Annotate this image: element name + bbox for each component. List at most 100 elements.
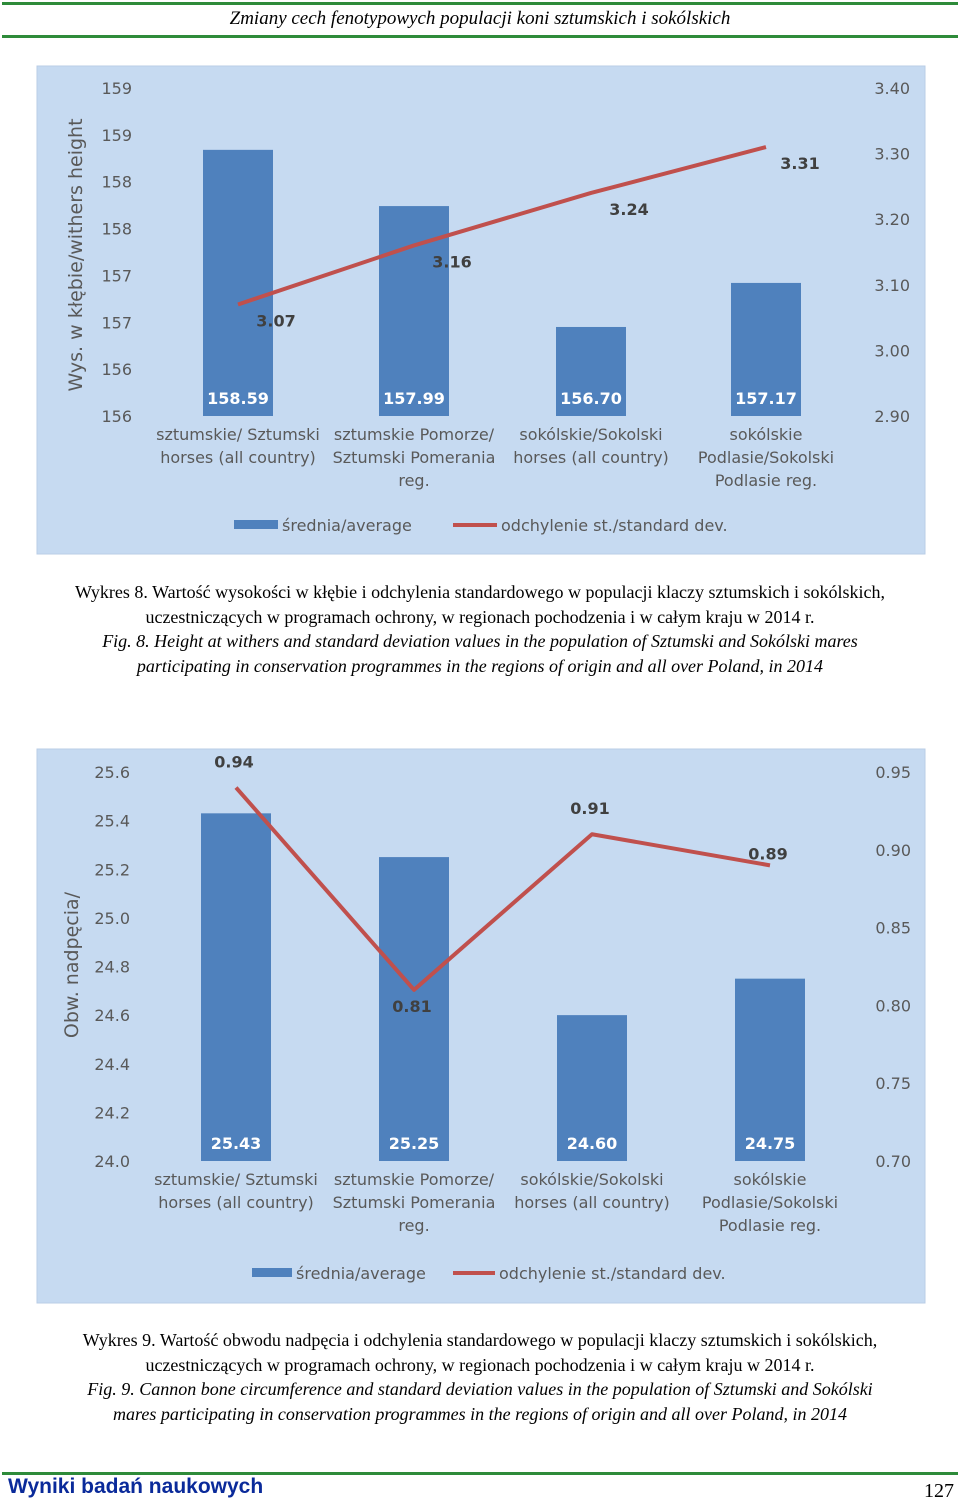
y2-axis-tick-label: 0.75	[875, 1074, 911, 1093]
series-line	[237, 145, 767, 307]
y2-axis-tick-label: 3.20	[874, 210, 910, 229]
footer-rule	[2, 1472, 958, 1475]
bar-data-label: 157.99	[383, 389, 445, 408]
y2-axis-tick-label: 0.90	[875, 841, 911, 860]
legend-bar-swatch	[234, 520, 278, 529]
line-data-label: 0.91	[570, 799, 609, 818]
bar	[557, 1015, 627, 1161]
y2-axis-tick-label: 0.70	[875, 1152, 911, 1171]
category-label: horses (all country)	[513, 448, 669, 467]
category-label: Podlasie reg.	[719, 1216, 821, 1235]
page-header: Zmiany cech fenotypowych populacji koni …	[0, 0, 960, 38]
y2-axis-tick-label: 3.30	[874, 145, 910, 164]
legend-bar-swatch	[252, 1268, 292, 1277]
y-axis-tick-label: 24.2	[94, 1103, 130, 1122]
bar	[203, 149, 273, 416]
line-data-label: 3.24	[609, 200, 648, 219]
line-data-label: 0.89	[748, 844, 787, 863]
y-axis-tick-label: 157	[101, 266, 132, 285]
header-rule-bottom	[2, 35, 958, 38]
bar	[735, 978, 805, 1161]
category-label: Sztumski Pomerania	[333, 1193, 496, 1212]
category-label: sokólskie/Sokolski	[520, 1170, 663, 1189]
legend-label: średnia/average	[282, 516, 412, 535]
header-rule-top	[2, 2, 958, 5]
line-data-label: 3.31	[780, 154, 819, 173]
category-label: sztumskie/ Sztumski	[154, 1170, 318, 1189]
bar-data-label: 158.59	[207, 389, 269, 408]
legend-label: odchylenie st./standard dev.	[501, 516, 728, 535]
y2-axis-tick-label: 3.00	[874, 341, 910, 360]
category-label: reg.	[398, 1216, 429, 1235]
running-title: Zmiany cech fenotypowych populacji koni …	[229, 8, 731, 29]
caption-pl-line-1: Wykres 8. Wartość wysokości w kłębie i o…	[75, 582, 885, 602]
caption-fig9: Wykres 9. Wartość obwodu nadpęcia i odch…	[0, 1328, 960, 1426]
y-axis-tick-label: 157	[101, 313, 132, 332]
category-label: Podlasie/Sokolski	[698, 448, 834, 467]
y2-axis-tick-label: 0.85	[875, 919, 911, 938]
bar-data-label: 25.25	[389, 1134, 440, 1153]
y2-axis-tick-label: 3.10	[874, 276, 910, 295]
bar	[379, 206, 449, 416]
y-axis-tick-label: 158	[101, 220, 132, 239]
y-axis-title: Obw. nadpęcia/	[61, 891, 83, 1038]
caption-en-line-1: Fig. 8. Height at withers and standard d…	[102, 631, 858, 651]
category-label: sztumskie Pomorze/	[334, 425, 495, 444]
page-footer: Wyniki badań naukowych 127	[0, 1472, 960, 1508]
category-label: sztumskie Pomorze/	[334, 1170, 495, 1189]
category-label: sztumskie/ Sztumski	[156, 425, 320, 444]
chart-background	[36, 748, 926, 1304]
bar-data-label: 156.70	[560, 389, 622, 408]
y2-axis-tick-label: 2.90	[874, 407, 910, 426]
y-axis-tick-label: 25.0	[94, 909, 130, 928]
y-axis-tick-label: 158	[101, 173, 132, 192]
category-label: Podlasie/Sokolski	[702, 1193, 838, 1212]
y-axis-tick-label: 24.6	[94, 1006, 130, 1025]
category-label: reg.	[398, 471, 429, 490]
bar	[556, 326, 626, 416]
category-label: sokólskie/Sokolski	[519, 425, 662, 444]
bar	[201, 813, 271, 1161]
line-data-label: 3.07	[256, 311, 295, 330]
y-axis-tick-label: 156	[101, 407, 132, 426]
category-label: Sztumski Pomerania	[333, 448, 496, 467]
caption-pl-line-1: Wykres 9. Wartość obwodu nadpęcia i odch…	[82, 1330, 878, 1350]
category-label: sokólskie	[734, 1170, 807, 1189]
caption-fig8: Wykres 8. Wartość wysokości w kłębie i o…	[0, 580, 960, 678]
line-data-label: 3.16	[432, 252, 471, 271]
series-line	[234, 786, 771, 992]
caption-en-line-2: participating in conservation programmes…	[136, 655, 824, 676]
category-label: Podlasie reg.	[715, 471, 817, 490]
bar	[731, 282, 801, 416]
bar-data-label: 24.75	[745, 1134, 796, 1153]
chart-background	[36, 65, 926, 555]
y2-axis-tick-label: 0.95	[875, 763, 911, 782]
category-label: horses (all country)	[158, 1193, 314, 1212]
caption-en-line-2: mares participating in conservation prog…	[113, 1403, 847, 1424]
y-axis-tick-label: 25.4	[94, 812, 130, 831]
footer-section-title: Wyniki badań naukowych	[8, 1475, 264, 1498]
y-axis-tick-label: 25.2	[94, 860, 130, 879]
y-axis-tick-label: 159	[101, 79, 132, 98]
y-axis-tick-label: 24.4	[94, 1055, 130, 1074]
legend-label: odchylenie st./standard dev.	[499, 1264, 726, 1283]
caption-pl-line-2: uczestniczących w programach ochrony, w …	[145, 1354, 815, 1375]
y-axis-tick-label: 24.0	[94, 1152, 130, 1171]
y-axis-title: Wys. w kłębie/withers height	[65, 118, 87, 391]
category-label: horses (all country)	[160, 448, 316, 467]
line-data-label: 0.94	[214, 753, 253, 772]
line-data-label: 0.81	[392, 997, 431, 1016]
bar-data-label: 157.17	[735, 389, 797, 408]
bar-data-label: 24.60	[567, 1134, 618, 1153]
y-axis-tick-label: 156	[101, 360, 132, 379]
bar	[379, 857, 449, 1161]
caption-en-line-1: Fig. 9. Cannon bone circumference and st…	[87, 1379, 873, 1399]
category-label: horses (all country)	[514, 1193, 670, 1212]
y2-axis-tick-label: 0.80	[875, 996, 911, 1015]
y-axis-tick-label: 25.6	[94, 763, 130, 782]
y2-axis-tick-label: 3.40	[874, 79, 910, 98]
